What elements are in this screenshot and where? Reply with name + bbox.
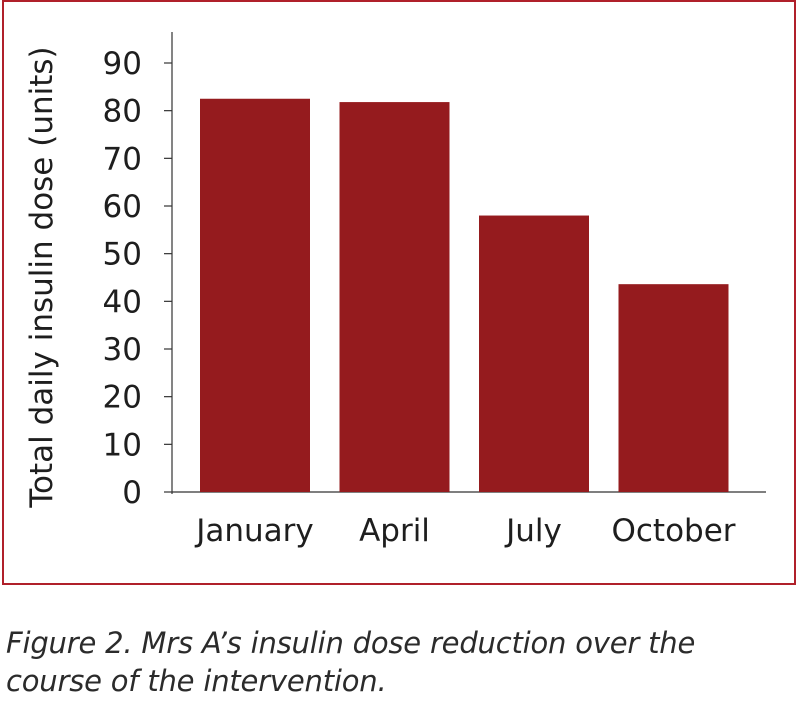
- x-category-label: January: [194, 513, 314, 549]
- y-tick-label: 0: [122, 475, 142, 511]
- y-tick-label: 90: [103, 46, 142, 82]
- bar-january: [200, 98, 310, 492]
- bar-chart: 0 10 20 30 40 50 60 70 80 90 January April July Octo…: [24, 32, 766, 549]
- y-tick-label: 60: [103, 189, 142, 225]
- y-axis: 0 10 20 30 40 50 60 70 80 90: [103, 32, 173, 511]
- x-category-label: October: [611, 513, 735, 549]
- x-axis: January April July October: [172, 491, 766, 549]
- y-tick-label: 30: [103, 332, 142, 368]
- y-tick-label: 70: [103, 141, 142, 177]
- y-tick-label: 20: [103, 380, 142, 416]
- bars: [200, 98, 729, 493]
- figure-frame: [2, 0, 796, 585]
- figure-caption: Figure 2. Mrs A’s insulin dose reduction…: [6, 626, 696, 698]
- bar-april: [339, 102, 450, 492]
- x-category-label: July: [504, 513, 562, 549]
- bar-october: [618, 284, 729, 492]
- y-tick-label: 50: [103, 237, 142, 273]
- y-tick-label: 80: [103, 94, 142, 130]
- x-category-label: April: [359, 513, 430, 549]
- bar-july: [479, 215, 589, 493]
- y-axis-title: Total daily insulin dose (units): [24, 46, 60, 508]
- y-tick-label: 40: [103, 284, 142, 320]
- y-tick-label: 10: [103, 427, 142, 463]
